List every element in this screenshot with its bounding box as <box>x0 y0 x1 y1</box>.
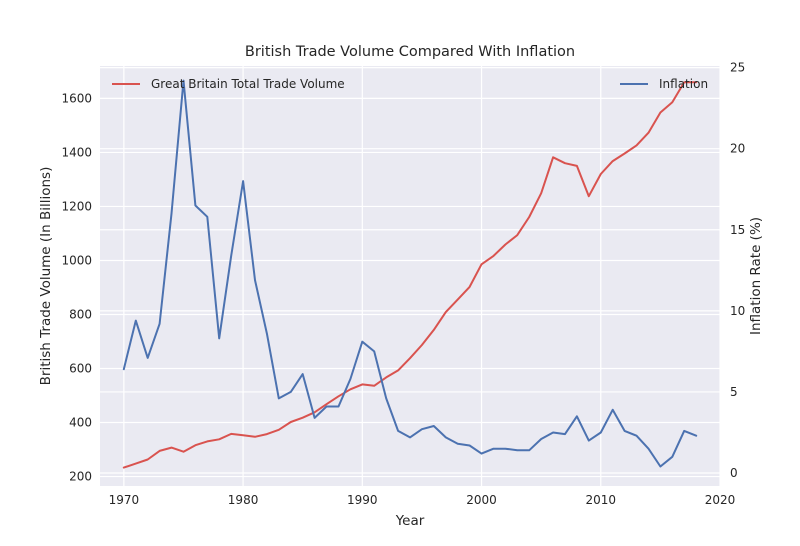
x-tick-label: 1980 <box>228 493 259 507</box>
legend-inflation-label: Inflation <box>659 77 708 91</box>
left-y-tick-label: 1200 <box>61 199 92 213</box>
grid <box>100 66 721 486</box>
x-tick-label: 2010 <box>585 493 616 507</box>
series-lines <box>122 79 698 469</box>
x-tick-label: 2020 <box>705 493 736 507</box>
right-y-tick-label: 20 <box>730 142 745 156</box>
x-tick-label: 1970 <box>109 493 140 507</box>
x-tick-label: 1990 <box>347 493 378 507</box>
right-y-tick-label: 25 <box>730 61 745 75</box>
tick-labels: 1970 1980 1990 2000 2010 20202004006008001000… <box>61 61 745 507</box>
legend-trade-label: Great Britain Total Trade Volume <box>151 77 345 91</box>
left-y-tick-label: 1600 <box>61 91 92 105</box>
left-y-tick-label: 400 <box>69 416 92 430</box>
right-y-tick-label: 15 <box>730 223 745 237</box>
right-y-tick-label: 5 <box>730 385 738 399</box>
inflation-line <box>122 79 698 468</box>
left-y-tick-label: 200 <box>69 470 92 484</box>
legend-trade: Great Britain Total Trade Volume <box>112 77 345 91</box>
right-y-tick-label: 10 <box>730 304 745 318</box>
x-tick-label: 2000 <box>466 493 497 507</box>
left-y-tick-label: 1000 <box>61 253 92 267</box>
left-y-tick-label: 1400 <box>61 145 92 159</box>
trade-volume-line <box>122 81 698 469</box>
legend-inflation: Inflation <box>620 77 708 91</box>
x-axis-title: Year <box>395 513 425 529</box>
left-y-axis-title: British Trade Volume (In Billions) <box>38 167 54 386</box>
right-y-tick-label: 0 <box>730 466 738 480</box>
left-y-tick-label: 600 <box>69 362 92 376</box>
chart-title: British Trade Volume Compared With Infla… <box>245 44 575 60</box>
left-y-tick-label: 800 <box>69 307 92 321</box>
right-y-axis-title: Inflation Rate (%) <box>748 217 764 335</box>
